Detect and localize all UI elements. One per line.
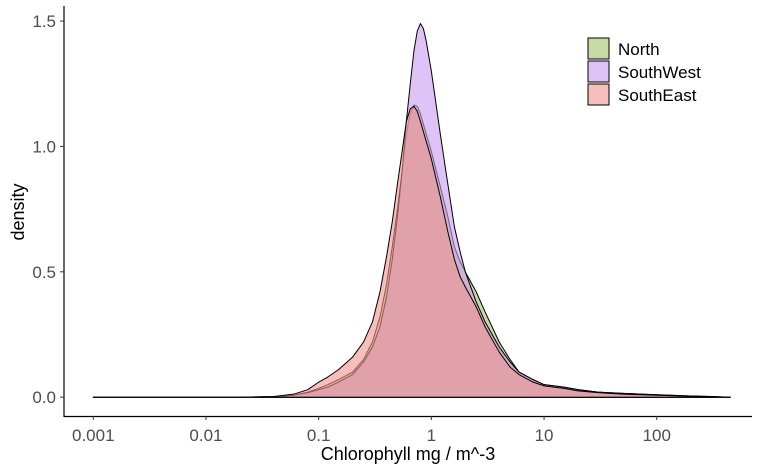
y-tick-label: 1.5 [32,12,56,31]
legend: North SouthWest SouthEast [587,37,701,106]
x-axis-ticks: 0.001 0.01 0.1 1 10 100 [72,416,671,445]
x-tick-label: 10 [535,426,554,445]
y-tick-label: 0.5 [32,263,56,282]
y-tick-label: 0.0 [32,388,56,407]
legend-key-southeast [587,83,610,106]
legend-label-north: North [618,40,660,59]
y-axis-ticks: 0.0 0.5 1.0 1.5 [32,12,64,407]
x-tick-label: 0.001 [72,426,115,445]
density-areas [92,23,731,398]
x-tick-label: 1 [427,426,436,445]
x-tick-label: 100 [643,426,671,445]
x-tick-label: 0.01 [189,426,222,445]
legend-key-north [587,37,610,60]
x-axis-title: Chlorophyll mg / m^-3 [321,444,496,464]
legend-key-southwest [587,60,610,83]
axes [63,6,752,418]
legend-label-southeast: SouthEast [618,86,697,105]
y-tick-label: 1.0 [32,137,56,156]
x-tick-label: 0.1 [307,426,331,445]
density-area-southeast [92,105,731,398]
y-axis-title: density [8,183,28,240]
legend-label-southwest: SouthWest [618,63,701,82]
